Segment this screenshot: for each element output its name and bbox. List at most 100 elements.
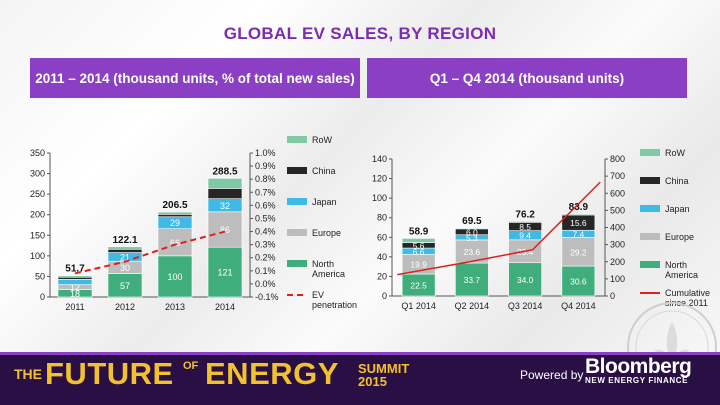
data-label-north-america: 121 <box>217 268 232 278</box>
legend-label-north-america: America <box>312 269 345 279</box>
legend-swatch-europe <box>640 233 660 240</box>
y-tick-label: 140 <box>372 154 387 164</box>
bar-row <box>401 238 436 243</box>
quarterly-sales-chart: 0 20 40 60 80 100 120 140 0 100 200 300 400 500 600 700… <box>372 148 710 311</box>
x-tick-label: Q4 2014 <box>561 301 596 311</box>
x-tick-label: 2011 <box>65 302 84 312</box>
data-label-europe: 12 <box>70 283 80 293</box>
footer-of: OF <box>183 360 199 372</box>
y2-tick-label: 700 <box>610 171 625 181</box>
y2-tick-label: 800 <box>610 154 625 164</box>
y-tick-label: 350 <box>30 148 45 158</box>
y-tick-label: 0 <box>382 291 387 301</box>
data-label-japan: 29 <box>170 218 180 228</box>
legend-label-ev-penetration: penetration <box>312 300 357 310</box>
line-ev-penetration <box>74 230 226 275</box>
data-label-europe: 86 <box>220 225 230 235</box>
y-tick-label: 120 <box>372 174 387 184</box>
bloomberg-logo: Bloomberg NEW ENERGY FINANCE <box>585 355 715 385</box>
legend-swatch-north-america <box>640 261 660 268</box>
legend-label-japan: Japan <box>665 204 690 214</box>
legend-swatch-north-america <box>287 260 307 267</box>
data-label-japan: 5.3 <box>466 233 478 243</box>
legend-label-europe: Europe <box>312 228 341 238</box>
legend-label-ev-penetration: EV <box>312 290 324 300</box>
y-tick-label: 0 <box>40 292 45 302</box>
data-label-north-america: 34.0 <box>517 275 534 285</box>
data-label-north-america: 57 <box>120 281 130 291</box>
legend-label-north-america: North <box>312 259 334 269</box>
legend-label-japan: Japan <box>312 197 337 207</box>
legend-label-china: China <box>312 166 336 176</box>
legend-swatch-china <box>287 167 307 174</box>
y2-tick-label: -0.1% <box>255 292 279 302</box>
bar-total-label: 122.1 <box>112 235 137 246</box>
data-label-europe: 66 <box>170 238 180 248</box>
legend-swatch-japan <box>287 198 307 205</box>
legend-swatch-china <box>640 177 660 184</box>
y2-tick-label: 0.0% <box>255 279 276 289</box>
y2-tick-label: 200 <box>610 257 625 267</box>
y2-tick-label: 600 <box>610 188 625 198</box>
legend-label-europe: Europe <box>665 232 694 242</box>
y-tick-label: 150 <box>30 230 45 240</box>
data-label-japan: 6.6 <box>413 247 425 257</box>
y2-tick-label: 0.3% <box>255 240 276 250</box>
data-label-china: 8.5 <box>519 222 531 232</box>
y-tick-label: 50 <box>35 271 45 281</box>
bar-row <box>207 178 243 189</box>
data-label-japan: 7.4 <box>572 229 584 239</box>
footer-bar <box>0 352 720 405</box>
line-cumulative-since-2011 <box>397 181 601 276</box>
y-tick-label: 300 <box>30 169 45 179</box>
data-label-europe: 30 <box>120 263 130 273</box>
y-tick-label: 250 <box>30 189 45 199</box>
data-label-china: 15.6 <box>570 218 587 228</box>
data-label-japan: 21 <box>120 252 130 262</box>
bar-row <box>508 221 542 223</box>
y2-tick-label: 0.5% <box>255 213 276 223</box>
y2-tick-label: 0.7% <box>255 187 276 197</box>
bar-row <box>561 213 596 216</box>
bar-north-america <box>207 246 243 298</box>
y-tick-label: 40 <box>377 252 387 262</box>
bar-total-label: 51.7 <box>65 264 85 275</box>
data-label-north-america: 22.5 <box>410 280 427 290</box>
powered-by: Powered by <box>520 368 584 382</box>
data-label-europe: 23.6 <box>464 247 481 257</box>
right-chart-header: Q1 – Q4 2014 (thousand units) <box>367 58 687 98</box>
bar-north-america <box>455 262 489 297</box>
legend-label-china: China <box>665 176 689 186</box>
y2-tick-label: 1.0% <box>255 148 276 158</box>
y-tick-label: 80 <box>377 213 387 223</box>
bloomberg-subtitle: NEW ENERGY FINANCE <box>585 376 689 385</box>
x-tick-label: Q2 2014 <box>455 301 490 311</box>
bar-row <box>57 275 93 278</box>
bar-row <box>157 211 193 215</box>
legend-swatch-europe <box>287 229 307 236</box>
legend-swatch-japan <box>640 205 660 212</box>
y2-tick-label: 500 <box>610 205 625 215</box>
bloomberg-wordmark: Bloomberg <box>585 355 692 378</box>
x-tick-label: 2012 <box>115 302 135 312</box>
x-tick-label: 2013 <box>165 302 185 312</box>
y2-tick-label: 0 <box>610 291 615 301</box>
data-label-north-america: 100 <box>167 272 182 282</box>
footer-energy: ENERGY <box>205 356 339 391</box>
data-label-north-america: 33.7 <box>464 275 481 285</box>
legend-swatch-row <box>640 149 660 156</box>
data-label-europe: 29.2 <box>570 247 587 257</box>
legend-label-row: RoW <box>665 148 686 158</box>
legend-label-cumulative-since-2011: Cumulative <box>665 288 710 298</box>
bar-row <box>455 227 489 230</box>
data-label-north-america: 30.6 <box>570 277 587 287</box>
legend-label-north-america: America <box>665 270 698 280</box>
y-tick-label: 20 <box>377 271 387 281</box>
data-label-europe: 19.9 <box>410 260 427 270</box>
data-label-china: 6.0 <box>466 227 478 237</box>
bar-total-label: 69.5 <box>462 216 482 227</box>
footer-accent <box>0 352 720 355</box>
y2-tick-label: 0.6% <box>255 200 276 210</box>
y2-tick-label: 300 <box>610 240 625 250</box>
y-tick-label: 100 <box>30 251 45 261</box>
